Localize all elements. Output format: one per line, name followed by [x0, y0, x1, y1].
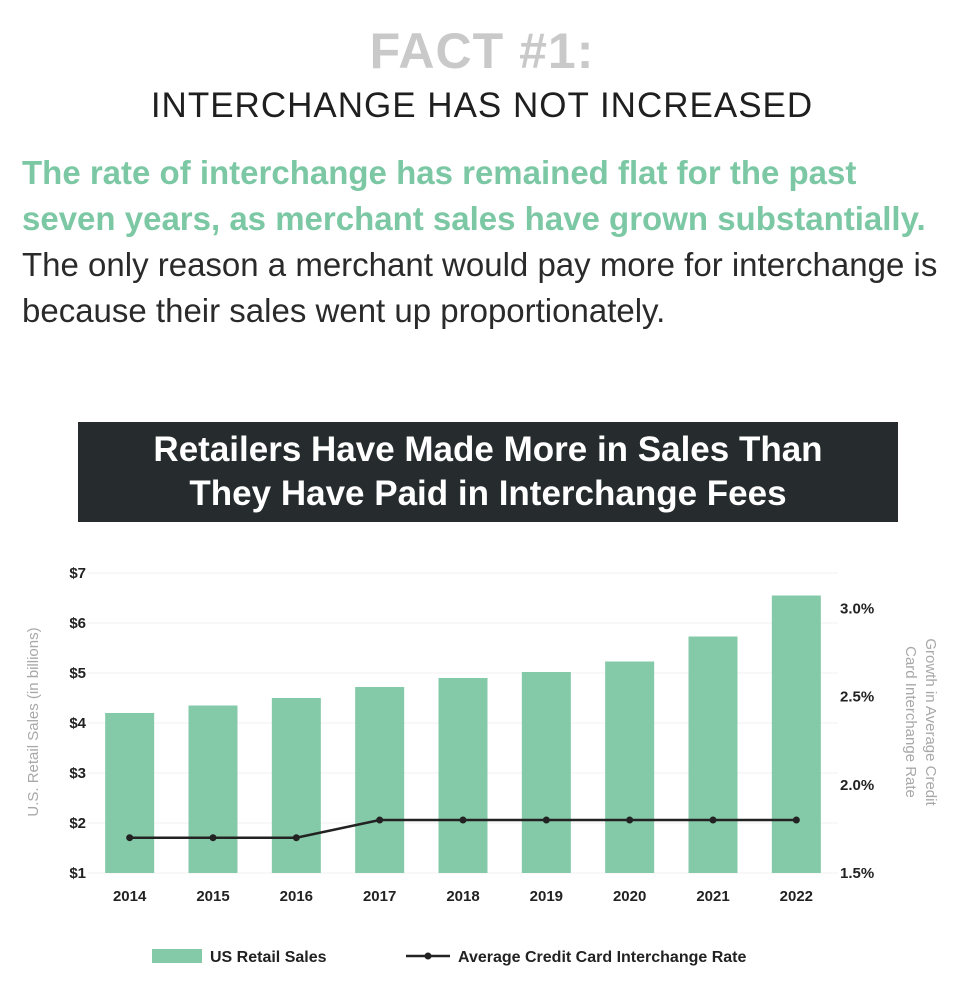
fact-title: INTERCHANGE HAS NOT INCREASED: [150, 86, 814, 125]
bar-2021: [688, 636, 738, 873]
rate-point-2017: [376, 816, 384, 824]
y2-axis-title-line-2: Card Interchange Rate: [902, 646, 919, 798]
y2-tick-label: 1.5%: [840, 865, 874, 882]
y-tick-label: $6: [69, 615, 86, 632]
y-tick-label: $7: [69, 565, 86, 582]
bar-2014: [105, 713, 155, 873]
y-tick-label: $3: [69, 765, 86, 782]
rate-point-2020: [626, 816, 634, 824]
x-tick-label: 2022: [780, 888, 813, 905]
rate-point-2018: [459, 816, 467, 824]
x-tick-label: 2015: [196, 888, 229, 905]
x-tick-label: 2021: [696, 888, 729, 905]
bar-2018: [438, 678, 488, 873]
chart-title-line-1: Retailers Have Made More in Sales Than: [153, 430, 823, 469]
y2-tick-label: 2.0%: [840, 777, 874, 794]
rate-point-2019: [542, 816, 550, 824]
lede-highlight: The rate of interchange has remained fla…: [22, 154, 926, 237]
x-tick-label: 2016: [280, 888, 313, 905]
rate-point-2016: [292, 834, 300, 842]
lede-body: The only reason a merchant would pay mor…: [22, 246, 938, 329]
bar-2016: [271, 698, 321, 873]
y-tick-label: $4: [69, 715, 86, 732]
legend: US Retail Sales Average Credit Card Inte…: [152, 949, 746, 966]
x-tick-label: 2019: [530, 888, 563, 905]
rate-point-2015: [209, 834, 217, 842]
rate-point-2014: [126, 834, 134, 842]
y2-tick-label: 3.0%: [840, 600, 874, 617]
bar-2020: [605, 661, 655, 873]
bars: [105, 595, 821, 873]
x-tick-label: 2020: [613, 888, 646, 905]
x-tick-label: 2018: [446, 888, 479, 905]
y2-tick-label: 2.5%: [840, 689, 874, 706]
bar-2015: [188, 705, 238, 873]
bar-2017: [355, 687, 405, 873]
x-tick-label: 2014: [113, 888, 147, 905]
bar-2022: [771, 595, 821, 873]
chart-title-banner: Retailers Have Made More in Sales Than T…: [78, 422, 898, 522]
tick-labels: $1 $2 $3 $4 $5 $6 $7 1.5% 2.0% 2.5% 3.0% 2014 2015 20…: [69, 565, 874, 905]
y-tick-label: $2: [69, 815, 86, 832]
legend-label-line: Average Credit Card Interchange Rate: [458, 949, 746, 966]
legend-swatch-marker: [424, 952, 432, 960]
chart-title-line-2: They Have Paid in Interchange Fees: [189, 474, 787, 513]
fact-kicker: FACT #1:: [369, 23, 595, 79]
lede-paragraph: The rate of interchange has remained fla…: [22, 150, 952, 334]
rate-point-2021: [709, 816, 717, 824]
y-tick-label: $1: [69, 865, 86, 882]
y2-axis-title-line-1: Growth in Average Credit: [922, 638, 939, 806]
legend-swatch-bar: [152, 949, 202, 963]
rate-point-2022: [792, 816, 800, 824]
y-axis-title: U.S. Retail Sales (in billions): [25, 627, 42, 816]
y-tick-label: $5: [69, 665, 86, 682]
legend-label-bar: US Retail Sales: [210, 949, 327, 966]
rate-line: [126, 816, 800, 842]
combo-chart: $1 $2 $3 $4 $5 $6 $7 1.5% 2.0% 2.5% 3.0% 2014 2015 20…: [25, 565, 939, 966]
x-tick-label: 2017: [363, 888, 396, 905]
bar-2019: [521, 672, 571, 873]
